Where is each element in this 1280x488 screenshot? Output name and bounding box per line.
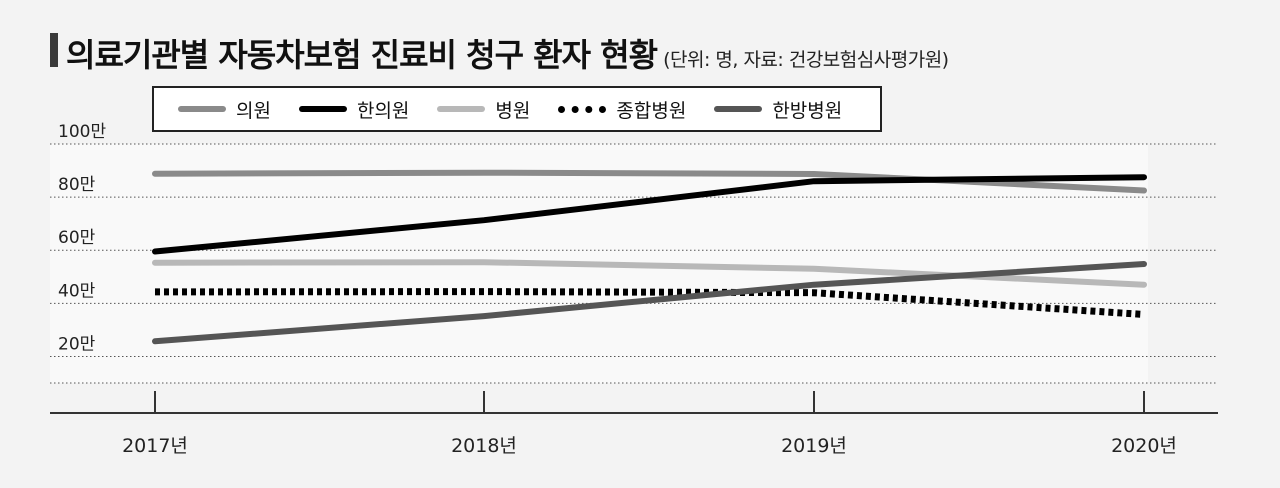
legend-swatch — [714, 106, 763, 112]
legend-label: 의원 — [236, 99, 271, 122]
x-tick-label: 2019년 — [781, 435, 847, 457]
legend-label: 병원 — [495, 99, 531, 122]
y-tick-label: 100만 — [58, 122, 106, 142]
x-tick-label: 2018년 — [451, 435, 517, 457]
y-tick-label: 60만 — [58, 228, 96, 248]
legend-item: 한방병원 — [714, 96, 842, 123]
title-text: 의료기관별 자동차보험 진료비 청구 환자 현황 — [66, 36, 658, 74]
series-line — [152, 169, 1147, 194]
legend-label: 한의원 — [356, 99, 410, 122]
legend-swatch — [437, 106, 486, 112]
x-tick-label: 2017년 — [122, 435, 188, 457]
y-tick-label: 80만 — [58, 175, 96, 195]
legend-swatch — [558, 105, 607, 113]
legend-item: 의원 — [178, 96, 271, 123]
legend-label: 종합병원 — [616, 99, 687, 122]
legend-item: 종합병원 — [558, 96, 686, 123]
y-tick-label: 40만 — [58, 281, 96, 301]
legend-item: 병원 — [437, 96, 530, 123]
x-tick-label: 2020년 — [1111, 435, 1177, 457]
y-tick-label: 20만 — [58, 334, 96, 354]
title-accent-bar — [50, 33, 58, 67]
legend-swatch — [178, 106, 226, 112]
series-line — [152, 261, 1147, 345]
legend: 의원 한의원 병원 종합병원 한방병원 — [152, 86, 882, 132]
legend-item: 한의원 — [298, 96, 410, 123]
series-line — [152, 174, 1147, 255]
page-title: 의료기관별 자동차보험 진료비 청구 환자 현황 (단위: 명, 자료: 건강보험… — [66, 30, 949, 76]
legend-label: 한방병원 — [772, 99, 843, 122]
series-line — [154, 288, 1145, 318]
subtitle: (단위: 명, 자료: 건강보험심사평가원) — [663, 49, 949, 71]
legend-swatch — [298, 106, 347, 112]
